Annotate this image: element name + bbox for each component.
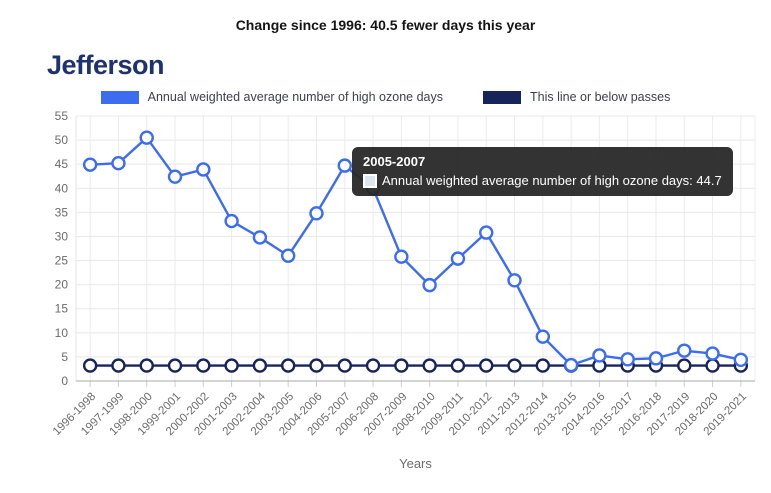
threshold-data-point[interactable] [309, 358, 324, 373]
ozone-data-point[interactable] [82, 157, 98, 172]
legend-item-threshold[interactable]: This line or below passes [482, 90, 671, 104]
ozone-data-point[interactable] [677, 343, 692, 358]
y-tick-label: 25 [55, 254, 69, 268]
threshold-data-point[interactable] [337, 358, 352, 373]
threshold-data-point[interactable] [479, 358, 494, 373]
y-tick-label: 0 [61, 374, 68, 388]
threshold-data-point[interactable] [705, 358, 720, 373]
threshold-data-point[interactable] [422, 358, 437, 373]
threshold-data-point[interactable] [111, 358, 126, 373]
legend-swatch-ozone-icon [100, 90, 139, 104]
ozone-data-point[interactable] [224, 213, 239, 229]
threshold-data-point[interactable] [252, 358, 268, 373]
threshold-data-point[interactable] [196, 358, 211, 373]
ozone-data-point[interactable] [309, 206, 324, 221]
ozone-data-point[interactable] [337, 158, 352, 173]
ozone-data-point[interactable] [479, 225, 494, 240]
ozone-data-point[interactable] [196, 162, 211, 177]
page-title: Jefferson [47, 50, 165, 80]
y-tick-label: 20 [55, 278, 69, 292]
y-tick-label: 40 [55, 181, 69, 195]
ozone-data-point[interactable] [167, 169, 183, 184]
threshold-data-point[interactable] [507, 358, 522, 373]
threshold-data-point[interactable] [224, 358, 239, 373]
legend-label-ozone: Annual weighted average number of high o… [147, 90, 443, 104]
change-summary: Change since 1996: 40.5 fewer days this … [235, 17, 536, 33]
tooltip-title: 2005-2007 [363, 154, 426, 169]
threshold-data-point[interactable] [677, 358, 692, 373]
ozone-data-point[interactable] [450, 251, 466, 266]
ozone-data-point[interactable] [592, 348, 607, 363]
y-tick-label: 55 [55, 109, 69, 123]
y-tick-label: 10 [55, 326, 69, 340]
y-tick-label: 50 [55, 133, 69, 147]
chart-tooltip: 2005-2007 Annual weighted average number… [352, 147, 733, 196]
legend-item-ozone[interactable]: Annual weighted average number of high o… [100, 90, 443, 104]
ozone-data-point[interactable] [648, 351, 664, 366]
ozone-data-point[interactable] [252, 230, 268, 245]
x-axis-title: Years [399, 456, 432, 471]
y-tick-label: 35 [55, 205, 69, 219]
ozone-data-point[interactable] [733, 352, 749, 367]
legend-swatch-threshold-icon [482, 90, 521, 104]
tooltip-point-swatch-icon [363, 173, 377, 188]
threshold-data-point[interactable] [167, 358, 183, 373]
ozone-data-point[interactable] [563, 357, 579, 373]
legend-label-threshold: This line or below passes [529, 90, 671, 104]
y-tick-label: 45 [55, 157, 69, 171]
y-tick-label: 5 [61, 350, 68, 364]
ozone-data-point[interactable] [280, 248, 296, 263]
ozone-data-point[interactable] [111, 156, 126, 171]
chart-legend: Annual weighted average number of high o… [0, 90, 771, 104]
ozone-data-point[interactable] [422, 277, 437, 293]
ozone-data-point[interactable] [394, 249, 409, 264]
ozone-data-point[interactable] [705, 346, 720, 361]
ozone-data-point[interactable] [535, 329, 551, 344]
ozone-data-point[interactable] [139, 130, 154, 145]
y-tick-label: 30 [55, 229, 69, 243]
threshold-data-point[interactable] [82, 358, 98, 373]
threshold-data-point[interactable] [394, 358, 409, 373]
tooltip-body: Annual weighted average number of high o… [363, 173, 722, 188]
threshold-data-point[interactable] [139, 358, 154, 373]
threshold-data-point[interactable] [280, 358, 296, 373]
threshold-data-point[interactable] [535, 358, 551, 373]
threshold-data-point[interactable] [450, 358, 466, 373]
tooltip-label: Annual weighted average number of high o… [382, 173, 722, 188]
y-tick-label: 15 [55, 302, 69, 316]
ozone-data-point[interactable] [507, 273, 522, 288]
ozone-data-point[interactable] [620, 352, 635, 367]
threshold-data-point[interactable] [365, 358, 381, 373]
